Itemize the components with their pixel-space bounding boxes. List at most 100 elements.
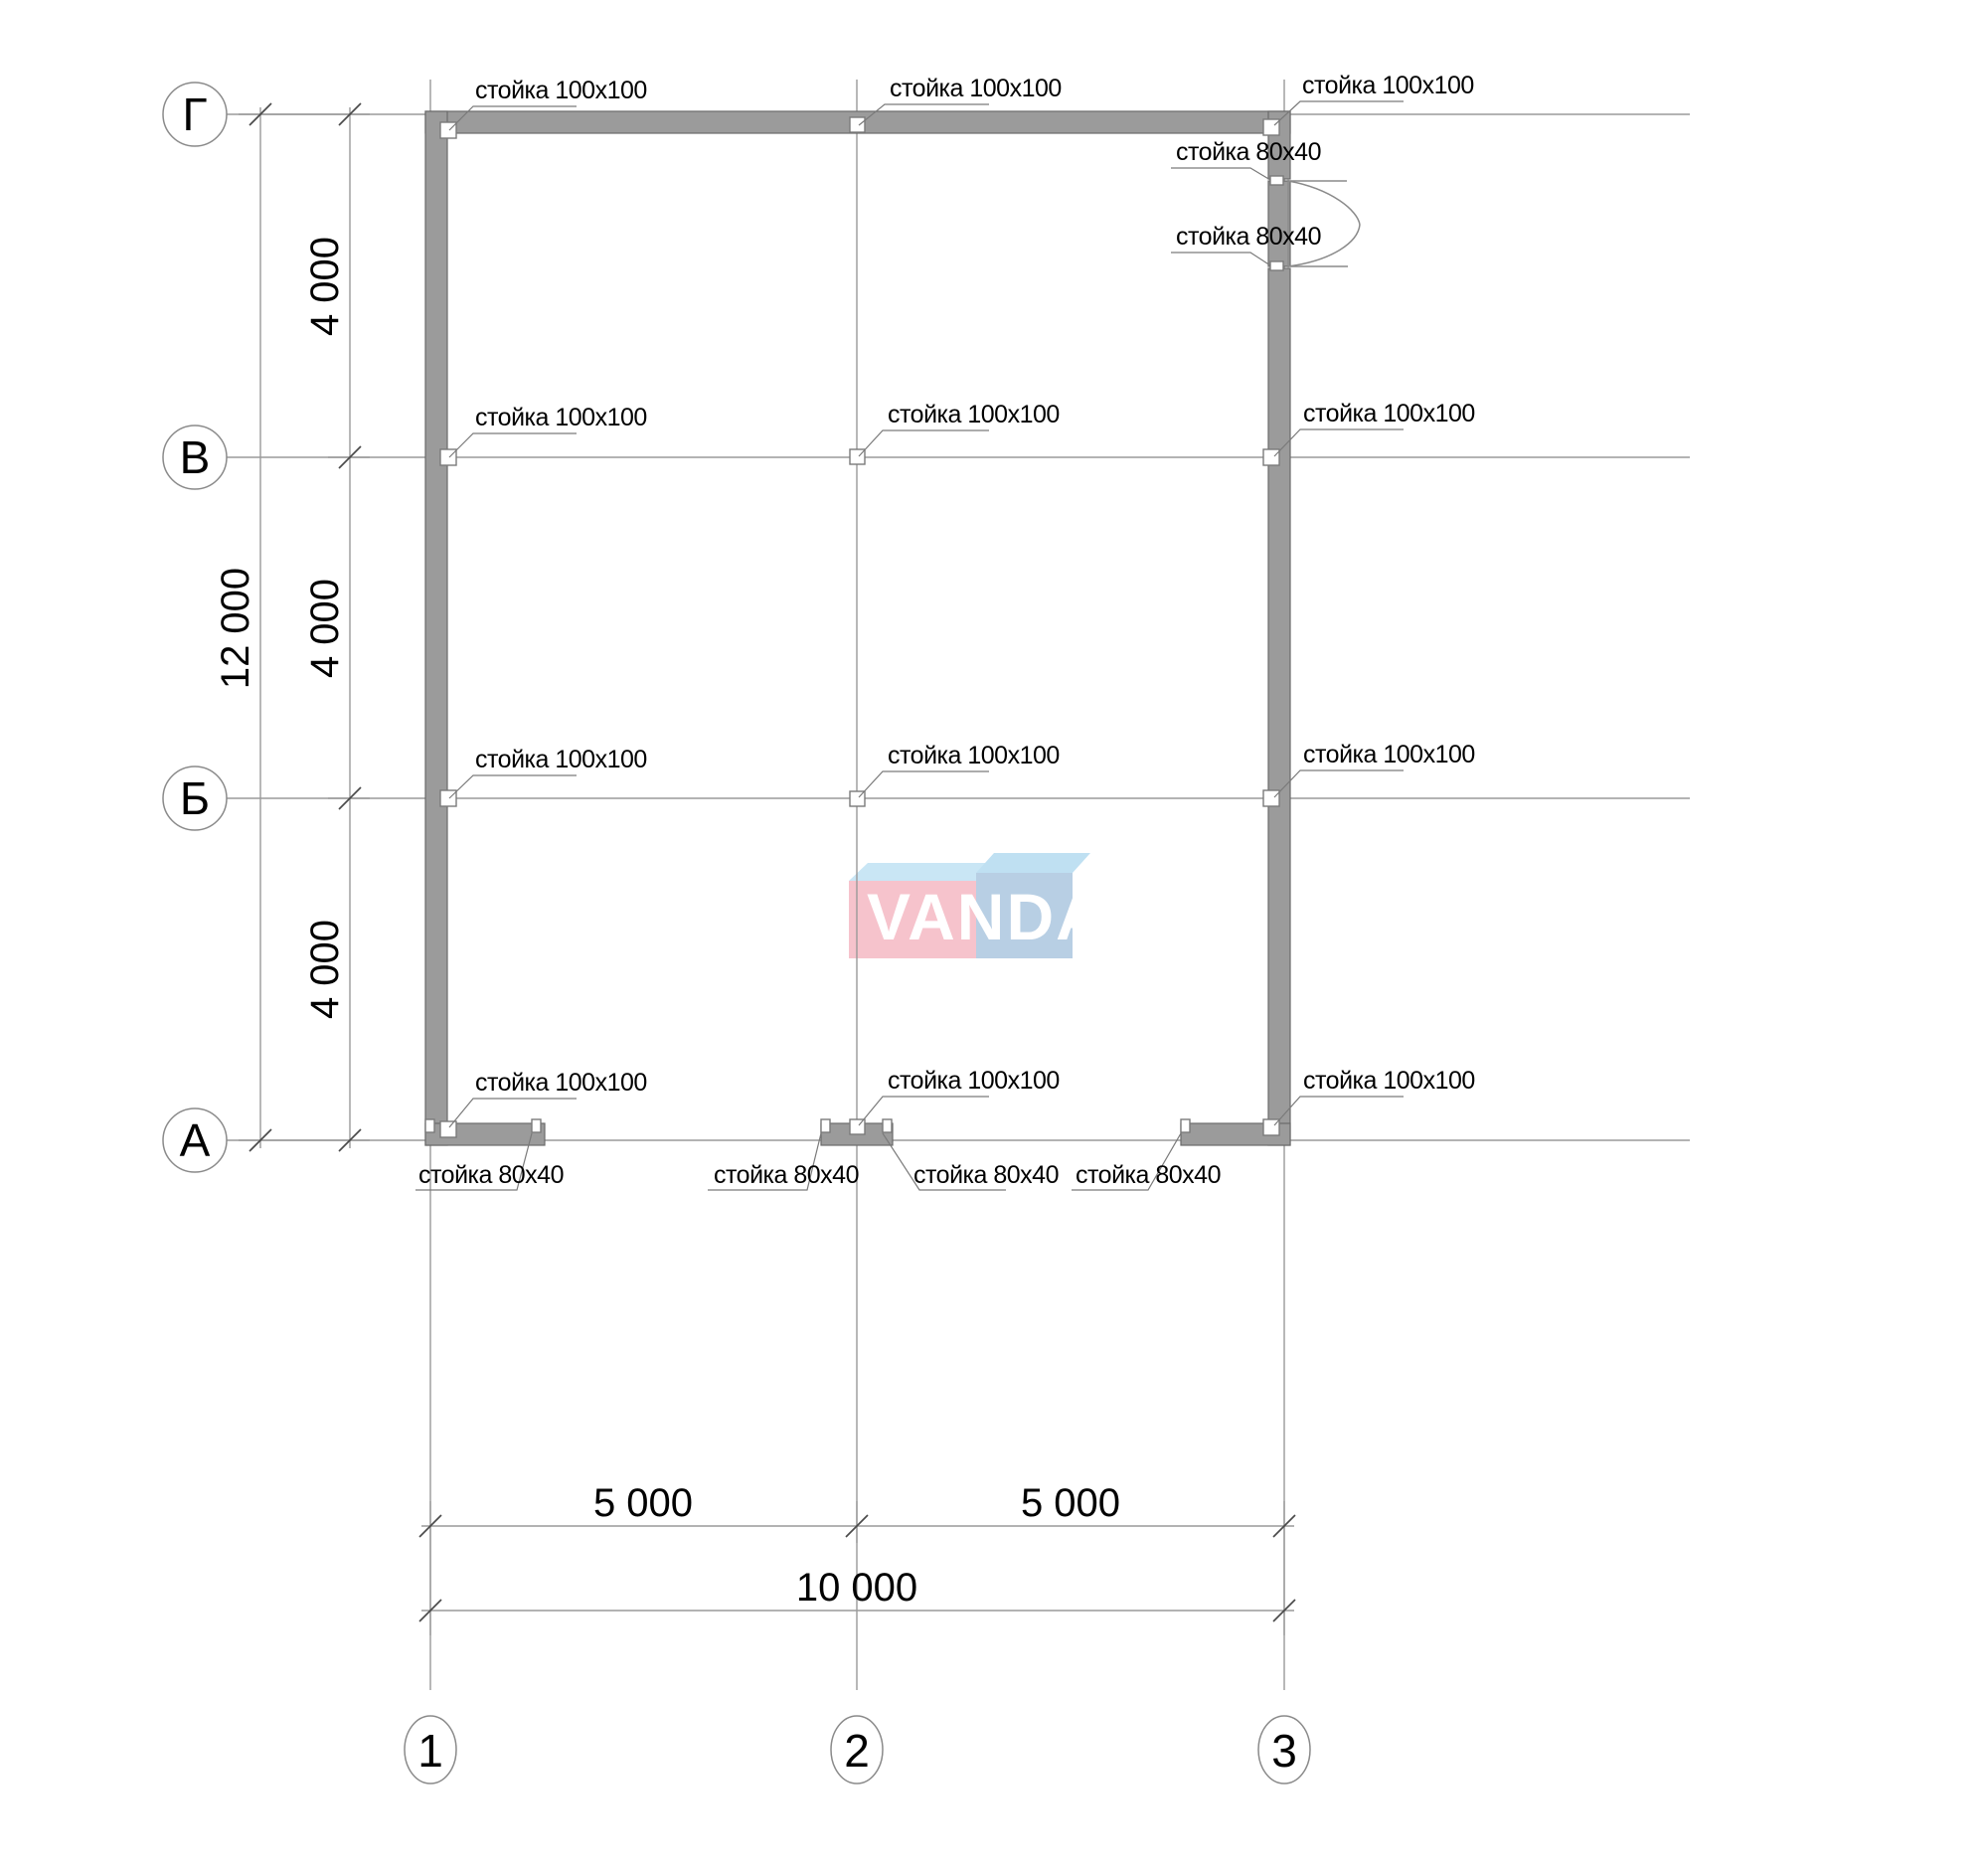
post-label-A-mid-left: стойка 80x40 (714, 1161, 859, 1189)
post-label-B1: стойка 100x100 (475, 746, 647, 773)
post-label-door-bottom: стойка 80x40 (1176, 223, 1321, 251)
bubble-A[interactable]: А (162, 1107, 228, 1173)
grid-bubbles-letters: Г В Б А (162, 82, 228, 1173)
bubble-G-label: Г (183, 88, 208, 140)
post-label-A-mid-right: стойка 80x40 (913, 1161, 1059, 1189)
tick-inner-B (338, 786, 362, 810)
leader-A3 (1273, 1096, 1404, 1126)
leader-door-bottom (1171, 252, 1271, 266)
bubble-2[interactable]: 2 (830, 1715, 884, 1785)
vertical-dim-ticks (248, 102, 362, 1152)
tick-inner-G (338, 102, 362, 126)
bubble-3[interactable]: 3 (1257, 1715, 1311, 1785)
post-labels-80: стойка 80x40 стойка 80x40 стойка 80x40 с… (418, 138, 1322, 1189)
post-marker-A-left (424, 1118, 435, 1133)
post-marker-A1 (439, 1120, 457, 1138)
bubble-1[interactable]: 1 (404, 1715, 457, 1785)
tick-inner-A (338, 1128, 362, 1152)
bubble-A-label: А (180, 1114, 211, 1166)
post-marker-B1 (439, 789, 457, 807)
door-swing (1287, 179, 1361, 268)
post-label-A-right: стойка 80x40 (1076, 1161, 1221, 1189)
dim-text-1-2: 5 000 (593, 1481, 693, 1525)
leader-B1 (448, 774, 577, 799)
leader-lines (415, 100, 1404, 1191)
post-marker-G3 (1262, 118, 1280, 136)
watermark-blue-box (976, 873, 1073, 958)
leader-A1 (448, 1098, 577, 1128)
post-label-door-top: стойка 80x40 (1176, 138, 1321, 166)
leader-A-right (1072, 1132, 1182, 1191)
tick-outer-G (248, 102, 272, 126)
dim-text-G-V: 4 000 (303, 237, 347, 336)
watermark-label: VANDA (867, 880, 1105, 953)
leader-A2 (858, 1096, 989, 1126)
post-label-V3: стойка 100x100 (1303, 400, 1475, 427)
post-marker-A-seg2-right (882, 1118, 893, 1133)
door-arc-lower (1287, 224, 1361, 267)
post-markers (424, 116, 1284, 1138)
post-label-A-left: стойка 80x40 (418, 1161, 564, 1189)
post-marker-door-top (1269, 175, 1284, 186)
wall-right-lower (1267, 267, 1291, 1146)
bubble-V[interactable]: В (162, 425, 228, 490)
post-marker-A-seg3-left (1180, 1118, 1191, 1133)
post-marker-A-seg1-right (531, 1118, 542, 1133)
post-label-V2: стойка 100x100 (888, 401, 1060, 428)
dim-text-2-3: 5 000 (1021, 1481, 1120, 1525)
post-marker-V3 (1262, 448, 1280, 466)
bubble-A-circle (162, 1107, 228, 1173)
post-label-G2: стойка 100x100 (890, 75, 1062, 102)
tick-h-1 (418, 1514, 442, 1538)
post-marker-G2 (849, 116, 866, 133)
walls (424, 110, 1291, 1146)
bubble-G-circle (162, 82, 228, 147)
post-label-V1: стойка 100x100 (475, 404, 647, 431)
leader-A-mid-left (708, 1132, 822, 1191)
dim-text-B-A: 4 000 (303, 920, 347, 1019)
leader-V3 (1273, 428, 1404, 457)
bubble-1-circle (404, 1715, 457, 1785)
leader-A-left (415, 1132, 533, 1191)
watermark-blue-top (976, 853, 1090, 873)
tick-h-2 (845, 1514, 869, 1538)
door-arc-upper (1287, 180, 1361, 226)
dim-text-overall-horizontal: 10 000 (796, 1566, 917, 1610)
bubble-2-circle (830, 1715, 884, 1785)
post-label-B3: стойка 100x100 (1303, 741, 1475, 768)
bubble-B-label: Б (180, 772, 210, 824)
horizontal-dim-texts: 5 000 5 000 10 000 (593, 1481, 1120, 1610)
grid-bubbles-numbers: 1 2 3 (404, 1715, 1311, 1785)
bubble-3-circle (1257, 1715, 1311, 1785)
post-marker-B3 (1262, 789, 1280, 807)
tick-outer-A (248, 1128, 272, 1152)
post-marker-G1 (439, 121, 457, 139)
post-label-G3: стойка 100x100 (1302, 72, 1474, 99)
post-marker-V1 (439, 448, 457, 466)
bubble-B[interactable]: Б (162, 765, 228, 831)
post-label-B2: стойка 100x100 (888, 742, 1060, 769)
leader-B3 (1273, 769, 1404, 798)
tick-inner-V (338, 445, 362, 469)
post-marker-door-bottom (1269, 260, 1284, 271)
tick-h-3 (1272, 1514, 1296, 1538)
dim-text-V-B: 4 000 (303, 579, 347, 678)
vertical-dim-texts: 4 000 4 000 4 000 12 000 (214, 237, 347, 1019)
post-marker-A-seg2-left (820, 1118, 831, 1133)
bubble-V-circle (162, 425, 228, 490)
leader-B2 (858, 770, 989, 798)
post-label-A2: стойка 100x100 (888, 1067, 1060, 1095)
post-labels-100: стойка 100x100 стойка 100x100 стойка 100… (475, 72, 1475, 1097)
watermark-vanda: VANDA (849, 853, 1105, 958)
bubble-2-label: 2 (844, 1725, 870, 1777)
bubble-3-label: 3 (1271, 1725, 1297, 1777)
leader-A-mid-right (882, 1132, 1006, 1191)
bubble-G[interactable]: Г (162, 82, 228, 147)
bubble-1-label: 1 (417, 1725, 443, 1777)
wall-left (424, 110, 448, 1146)
post-label-G1: стойка 100x100 (475, 77, 647, 104)
tick-h-out-1 (418, 1599, 442, 1622)
post-label-A1: стойка 100x100 (475, 1069, 647, 1097)
